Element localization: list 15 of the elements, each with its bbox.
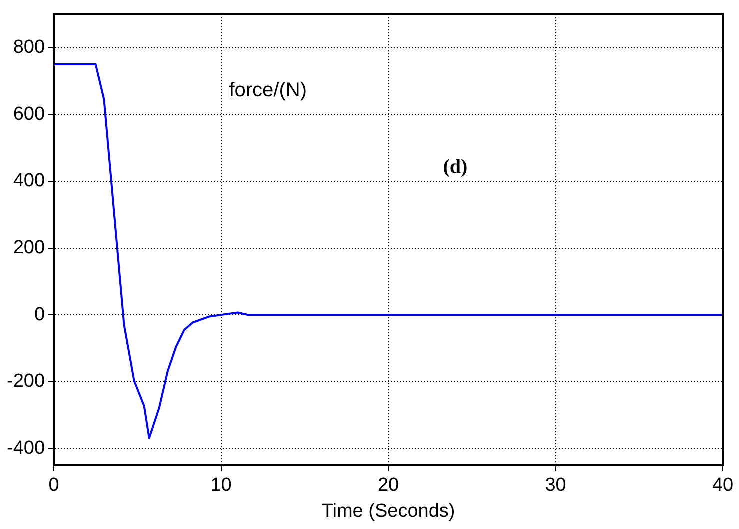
y-tick-label: 800 [13,37,46,58]
y-tick-label: 400 [13,170,46,192]
annotation: (d) [443,156,468,178]
y-tick-label: 0 [34,304,46,326]
x-tick-label: 30 [545,475,566,496]
x-tick-label: 40 [712,475,734,496]
y-tick-label: -200 [6,371,46,392]
x-tick-label: 20 [378,475,400,496]
x-axis-title: Time (Seconds) [322,500,456,522]
x-tick-label: 10 [210,475,232,496]
x-tick-label: 0 [48,475,60,496]
y-tick-label: 200 [13,237,46,258]
y-tick-label: 600 [13,104,46,125]
annotation: force/(N) [229,80,307,102]
y-tick-label: -400 [6,438,46,459]
